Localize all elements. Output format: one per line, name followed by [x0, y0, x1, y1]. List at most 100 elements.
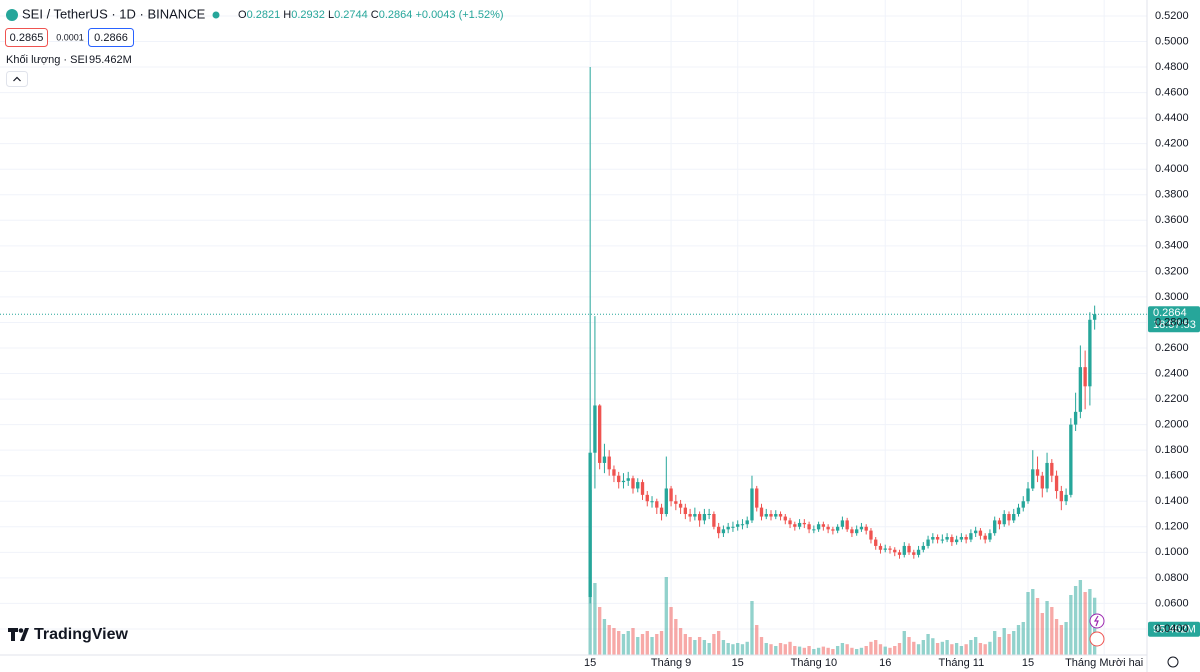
volume-bar	[669, 607, 673, 655]
volume-bar	[969, 640, 973, 655]
volume-tag-label: 95.462M	[1153, 624, 1196, 636]
candle-body	[902, 545, 906, 555]
volume-bar	[1026, 592, 1030, 655]
y-tick-label: 0.5200	[1155, 10, 1189, 22]
settings-icon[interactable]	[1167, 656, 1179, 668]
candle-body	[893, 549, 897, 553]
volume-bar	[988, 641, 992, 655]
ohlc-value: 0.2864	[379, 9, 413, 21]
market-status-dot	[212, 11, 220, 19]
candle-body	[707, 514, 711, 516]
y-tick-label: 0.3000	[1155, 291, 1189, 303]
volume-bar	[997, 637, 1002, 655]
volume-bar	[831, 649, 835, 655]
dividend-icon[interactable]	[1089, 631, 1105, 647]
last-price-tag	[1148, 306, 1200, 333]
candle-body	[1083, 367, 1087, 387]
candle-body	[993, 520, 997, 534]
candle-body	[617, 475, 621, 483]
volume-bar	[1078, 580, 1083, 655]
candle-body	[945, 537, 949, 540]
candle-body	[950, 537, 954, 543]
volume-bar	[1064, 622, 1068, 655]
x-tick-label: 15	[1022, 657, 1034, 669]
candle-body	[835, 526, 840, 531]
volume-bar	[916, 644, 921, 655]
candle-body	[721, 529, 726, 534]
volume-bar	[912, 641, 916, 655]
candle-body	[688, 514, 692, 517]
volume-bar	[716, 631, 721, 655]
volume-bar	[745, 641, 749, 655]
candle-body	[821, 524, 826, 527]
candle-body	[954, 539, 959, 543]
volume-bar	[855, 649, 859, 655]
volume-bar	[797, 646, 802, 655]
candle-body	[655, 501, 659, 508]
candle-body	[755, 488, 759, 508]
candle-body	[1069, 424, 1073, 495]
y-tick-label: 0.2800	[1155, 316, 1189, 328]
volume-bar	[1045, 601, 1049, 655]
ohlc-value: 0.2744	[334, 9, 368, 21]
volume-bar	[897, 643, 902, 655]
y-tick-label: 0.1600	[1155, 470, 1189, 482]
volume-bar	[816, 647, 821, 655]
volume-bar	[617, 631, 621, 655]
bid-price: 0.2865	[10, 32, 44, 44]
volume-bar	[778, 643, 783, 655]
volume-bar	[1016, 625, 1021, 655]
y-tick-label: 0.0400	[1155, 623, 1189, 635]
candle-body	[983, 535, 987, 540]
ohlc-label: H	[283, 9, 291, 21]
volume-bar	[993, 631, 997, 655]
candle-body	[626, 478, 630, 481]
symbol-title[interactable]: SEI / TetherUS · 1D · BINANCE	[22, 6, 206, 21]
grid	[0, 0, 1147, 655]
candle-body	[783, 516, 787, 521]
y-tick-label: 0.2400	[1155, 367, 1189, 379]
volume-title: Khối lượng · SEI	[6, 54, 88, 66]
volume-tag	[1148, 621, 1200, 637]
volume-bar	[631, 628, 635, 655]
candle-body	[612, 469, 616, 476]
collapse-button[interactable]	[6, 71, 28, 87]
volume-bar	[740, 644, 745, 655]
candle-body	[864, 526, 868, 531]
volume-bar	[621, 634, 626, 655]
volume-bar	[864, 646, 868, 655]
candle-body	[916, 549, 921, 555]
candle-body	[1092, 314, 1097, 320]
x-tick-label: 15	[584, 657, 596, 669]
candle-body	[1050, 462, 1054, 476]
candle-body	[640, 482, 645, 495]
volume-value: 95.462M	[89, 54, 132, 66]
candle-body	[1026, 488, 1030, 502]
candle-body	[740, 524, 745, 526]
volume-bar	[788, 641, 792, 655]
y-tick-label: 0.4200	[1155, 138, 1189, 150]
volume-bar	[859, 647, 864, 655]
volume-bar	[593, 583, 597, 655]
ohlc-value: 0.2932	[291, 9, 325, 21]
candle-body	[607, 456, 611, 470]
candle-body	[1012, 514, 1016, 521]
buy-button[interactable]	[88, 28, 134, 47]
sell-button[interactable]	[5, 28, 48, 47]
volume-bar	[935, 643, 940, 655]
candle-body	[593, 405, 597, 453]
candle-body	[812, 529, 816, 531]
candle-body	[759, 507, 764, 517]
candle-body	[769, 514, 773, 517]
candle-body	[621, 480, 626, 483]
x-tick-label: Tháng 11	[939, 657, 985, 669]
volume-bar	[607, 625, 611, 655]
y-tick-label: 0.2200	[1155, 393, 1189, 405]
candle-body	[912, 552, 916, 555]
candle-body	[764, 514, 768, 517]
x-tick-label: Tháng 9	[651, 657, 691, 669]
candle-body	[598, 405, 602, 463]
candle-body	[1002, 514, 1006, 525]
volume-bar	[1073, 586, 1078, 655]
candle-body	[1064, 494, 1068, 502]
